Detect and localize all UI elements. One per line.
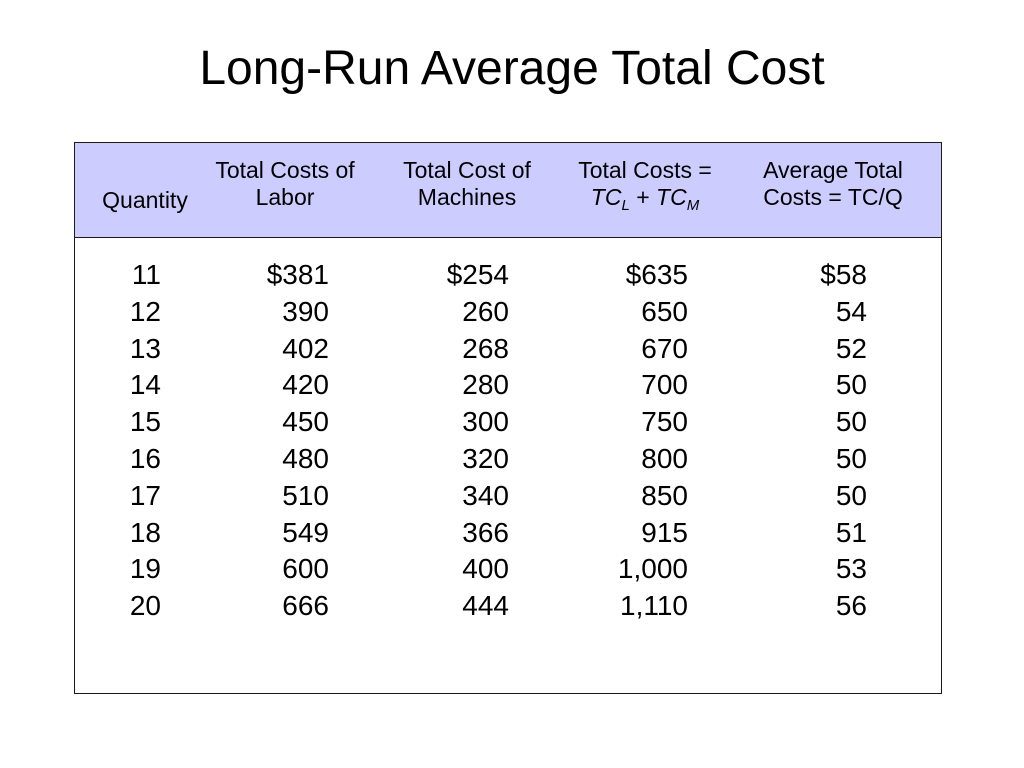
cell-quantity: 17: [129, 479, 161, 511]
cell-labor-cost: 420: [282, 369, 329, 401]
cell-labor-cost: 549: [282, 516, 329, 548]
cell-total-cost: 915: [641, 516, 688, 548]
header-average-total-cost: Average Total Costs = TC/Q: [763, 157, 903, 210]
cell-quantity: 16: [129, 442, 161, 474]
cell-labor-cost: 390: [282, 295, 329, 327]
cell-quantity: 18: [129, 516, 161, 548]
cell-quantity: 11: [131, 259, 161, 290]
cell-machine-cost: $254: [446, 259, 509, 290]
cell-total-cost: 850: [641, 479, 688, 511]
table-row: 11 $381 $254 $635 $58: [75, 257, 941, 294]
cost-table: Quantity Total Costs of Labor Total Cost…: [74, 142, 942, 694]
table-header: Quantity Total Costs of Labor Total Cost…: [75, 143, 941, 238]
table-row: 19 600 400 1,000 53: [75, 551, 941, 588]
cell-total-cost: 1,000: [617, 553, 688, 585]
cell-labor-cost: 480: [282, 442, 329, 474]
cell-total-cost: 800: [641, 442, 688, 474]
header-machine-cost: Total Cost of Machines: [403, 157, 531, 210]
cell-machine-cost: 260: [462, 295, 509, 327]
cell-machine-cost: 280: [462, 369, 509, 401]
table-body: 11 $381 $254 $635 $58 12 390 260 650 54 …: [75, 257, 941, 625]
cell-machine-cost: 340: [462, 479, 509, 511]
table-row: 14 420 280 700 50: [75, 367, 941, 404]
cell-average-cost: 54: [835, 295, 867, 327]
cell-quantity: 15: [129, 406, 161, 438]
cell-labor-cost: 450: [282, 406, 329, 438]
table-row: 15 450 300 750 50: [75, 404, 941, 441]
cell-labor-cost: 666: [282, 590, 329, 622]
table-row: 17 510 340 850 50: [75, 478, 941, 515]
cell-total-cost: 650: [641, 295, 688, 327]
cell-total-cost: 670: [641, 332, 688, 364]
cell-quantity: 20: [129, 590, 161, 622]
table-row: 20 666 444 1,110 56: [75, 588, 941, 625]
cell-average-cost: 53: [835, 553, 867, 585]
cell-average-cost: 50: [835, 369, 867, 401]
cell-machine-cost: 366: [462, 516, 509, 548]
cell-machine-cost: 444: [462, 590, 509, 622]
header-quantity: Quantity: [102, 187, 188, 213]
table-row: 13 402 268 670 52: [75, 331, 941, 368]
cell-labor-cost: $381: [266, 259, 329, 290]
cell-total-cost: $635: [625, 259, 688, 290]
header-labor-cost: Total Costs of Labor: [215, 157, 355, 210]
cell-labor-cost: 600: [282, 553, 329, 585]
cell-average-cost: 50: [835, 479, 867, 511]
cell-quantity: 19: [129, 553, 161, 585]
cell-quantity: 12: [129, 295, 161, 327]
cell-total-cost: 700: [641, 369, 688, 401]
cell-machine-cost: 300: [462, 406, 509, 438]
cell-machine-cost: 400: [462, 553, 509, 585]
cell-quantity: 13: [129, 332, 161, 364]
table-row: 18 549 366 915 51: [75, 515, 941, 552]
cell-machine-cost: 320: [462, 442, 509, 474]
cell-average-cost: 50: [835, 406, 867, 438]
cell-labor-cost: 402: [282, 332, 329, 364]
cell-average-cost: 56: [835, 590, 867, 622]
cell-average-cost: 50: [835, 442, 867, 474]
header-total-cost: Total Costs = TCL + TCM: [578, 157, 712, 214]
cell-machine-cost: 268: [462, 332, 509, 364]
cell-average-cost: 51: [835, 516, 867, 548]
cell-labor-cost: 510: [282, 479, 329, 511]
cell-total-cost: 750: [641, 406, 688, 438]
table-row: 12 390 260 650 54: [75, 294, 941, 331]
cell-quantity: 14: [129, 369, 161, 401]
cell-total-cost: 1,110: [620, 590, 688, 622]
slide-title: Long-Run Average Total Cost: [199, 42, 825, 95]
cell-average-cost: $58: [820, 259, 867, 290]
cell-average-cost: 52: [835, 332, 867, 364]
table-row: 16 480 320 800 50: [75, 441, 941, 478]
